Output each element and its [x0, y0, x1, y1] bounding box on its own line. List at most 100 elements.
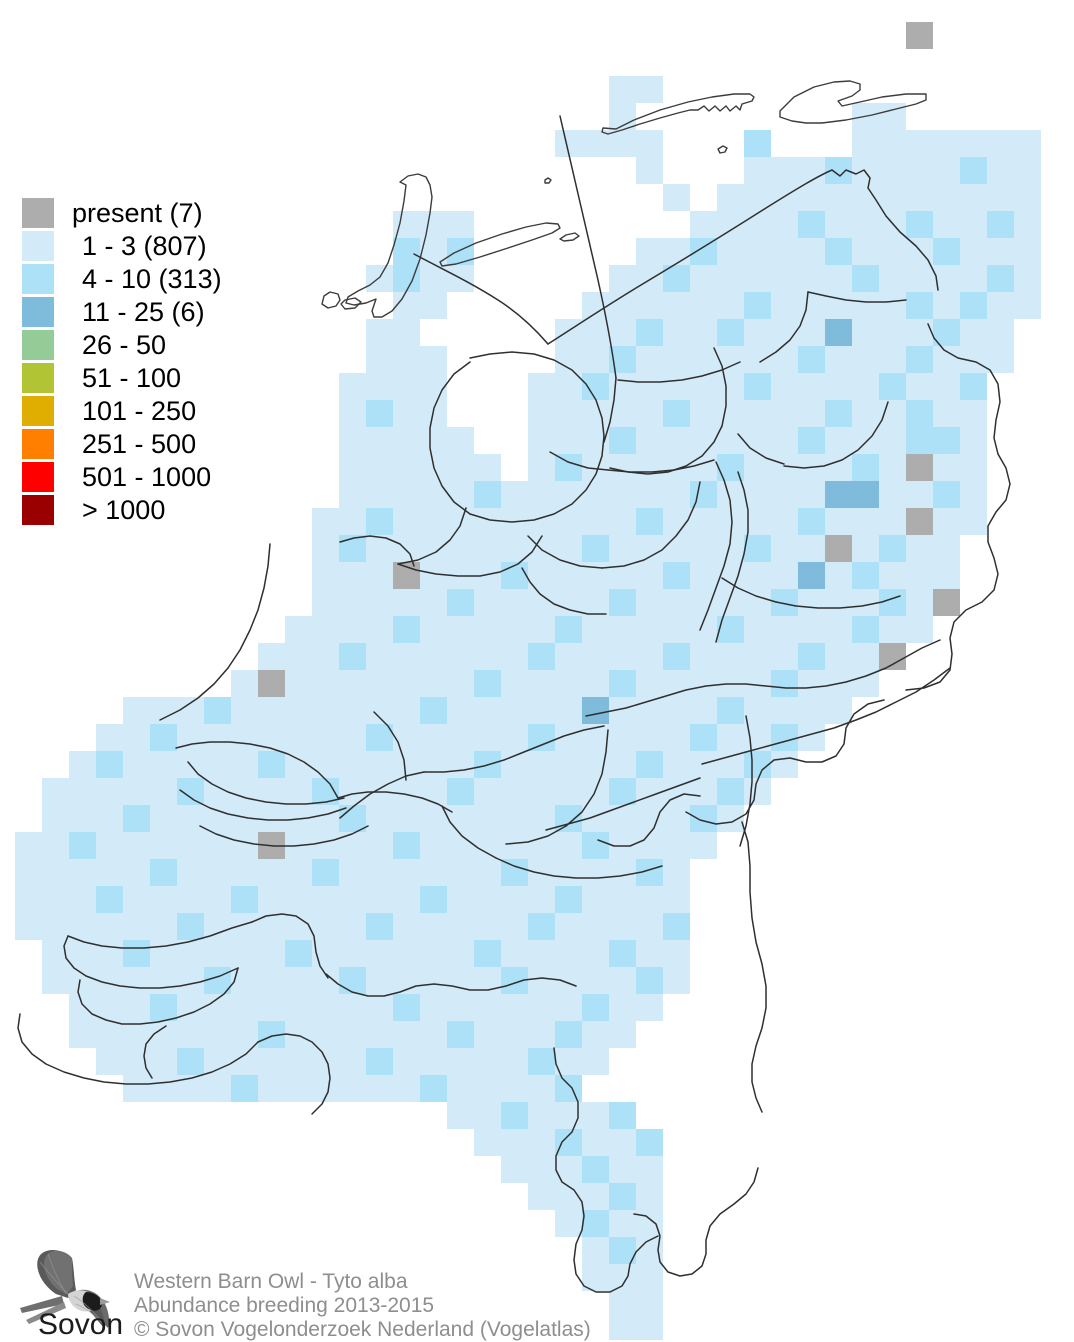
grid-cell	[555, 1129, 582, 1156]
grid-cell	[798, 373, 825, 400]
grid-cell	[312, 805, 339, 832]
grid-cell	[474, 805, 501, 832]
grid-cell	[258, 940, 285, 967]
grid-cell	[123, 967, 150, 994]
grid-cell	[609, 76, 636, 103]
grid-cell	[690, 805, 717, 832]
grid-cell	[879, 130, 906, 157]
grid-cell	[420, 373, 447, 400]
grid-cell	[501, 589, 528, 616]
grid-cell	[474, 913, 501, 940]
legend-swatch	[22, 494, 54, 525]
grid-cell	[690, 427, 717, 454]
grid-cell	[555, 751, 582, 778]
grid-cell	[744, 157, 771, 184]
grid-cell	[636, 778, 663, 805]
grid-cell	[312, 751, 339, 778]
grid-cell	[393, 373, 420, 400]
grid-cell	[906, 400, 933, 427]
legend-swatch	[22, 197, 54, 228]
grid-cell	[231, 1048, 258, 1075]
grid-cell	[528, 778, 555, 805]
grid-cell	[960, 130, 987, 157]
grid-cell	[717, 400, 744, 427]
grid-cell	[420, 589, 447, 616]
grid-cell	[285, 859, 312, 886]
grid-cell	[960, 373, 987, 400]
grid-cell	[906, 346, 933, 373]
grid-cell	[771, 535, 798, 562]
grid-cell	[609, 670, 636, 697]
grid-cell	[744, 292, 771, 319]
grid-cell	[690, 211, 717, 238]
grid-cell	[555, 400, 582, 427]
grid-cell	[285, 967, 312, 994]
grid-cell	[447, 994, 474, 1021]
grid-cell	[771, 373, 798, 400]
grid-cell	[960, 238, 987, 265]
grid-cell	[933, 400, 960, 427]
grid-cell	[555, 427, 582, 454]
grid-cell	[906, 562, 933, 589]
grid-cell	[636, 643, 663, 670]
grid-cell	[771, 616, 798, 643]
grid-cell	[690, 724, 717, 751]
grid-cell	[933, 589, 960, 616]
grid-cell	[771, 184, 798, 211]
grid-cell	[420, 670, 447, 697]
grid-cell	[339, 1048, 366, 1075]
grid-cell	[663, 589, 690, 616]
grid-cell	[501, 778, 528, 805]
grid-cell	[231, 1075, 258, 1102]
grid-cell	[474, 697, 501, 724]
grid-cell	[690, 697, 717, 724]
grid-cell	[258, 751, 285, 778]
grid-cell	[636, 265, 663, 292]
grid-cell	[987, 130, 1014, 157]
grid-cell	[231, 940, 258, 967]
legend-label: present (7)	[72, 197, 203, 228]
grid-cell	[582, 481, 609, 508]
grid-cell	[285, 616, 312, 643]
grid-cell	[231, 859, 258, 886]
grid-cell	[906, 589, 933, 616]
grid-cell	[474, 1129, 501, 1156]
grid-cell	[339, 589, 366, 616]
grid-cell	[852, 562, 879, 589]
grid-cell	[987, 319, 1014, 346]
grid-cell	[825, 238, 852, 265]
grid-cell	[69, 805, 96, 832]
grid-cell	[447, 724, 474, 751]
grid-cell	[393, 616, 420, 643]
grid-cell	[555, 886, 582, 913]
grid-cell	[447, 778, 474, 805]
grid-cell	[636, 724, 663, 751]
grid-cell	[555, 535, 582, 562]
grid-cell	[393, 535, 420, 562]
grid-cell	[582, 940, 609, 967]
grid-cell	[474, 994, 501, 1021]
grid-cell	[879, 157, 906, 184]
grid-cell	[609, 1156, 636, 1183]
grid-cell	[582, 724, 609, 751]
grid-cell	[501, 670, 528, 697]
grid-cell	[636, 616, 663, 643]
grid-cell	[555, 643, 582, 670]
grid-cell	[825, 319, 852, 346]
grid-cell	[366, 319, 393, 346]
grid-cell	[771, 724, 798, 751]
grid-cell	[609, 886, 636, 913]
legend-label: 501 - 1000	[82, 461, 212, 492]
grid-cell	[258, 697, 285, 724]
grid-cell	[96, 1048, 123, 1075]
grid-cell	[555, 1075, 582, 1102]
grid-cell	[663, 967, 690, 994]
grid-cell	[258, 967, 285, 994]
grid-cell	[555, 832, 582, 859]
grid-cell	[636, 589, 663, 616]
grid-cell	[852, 400, 879, 427]
grid-cell	[744, 346, 771, 373]
grid-cell	[393, 508, 420, 535]
grid-cell	[609, 751, 636, 778]
